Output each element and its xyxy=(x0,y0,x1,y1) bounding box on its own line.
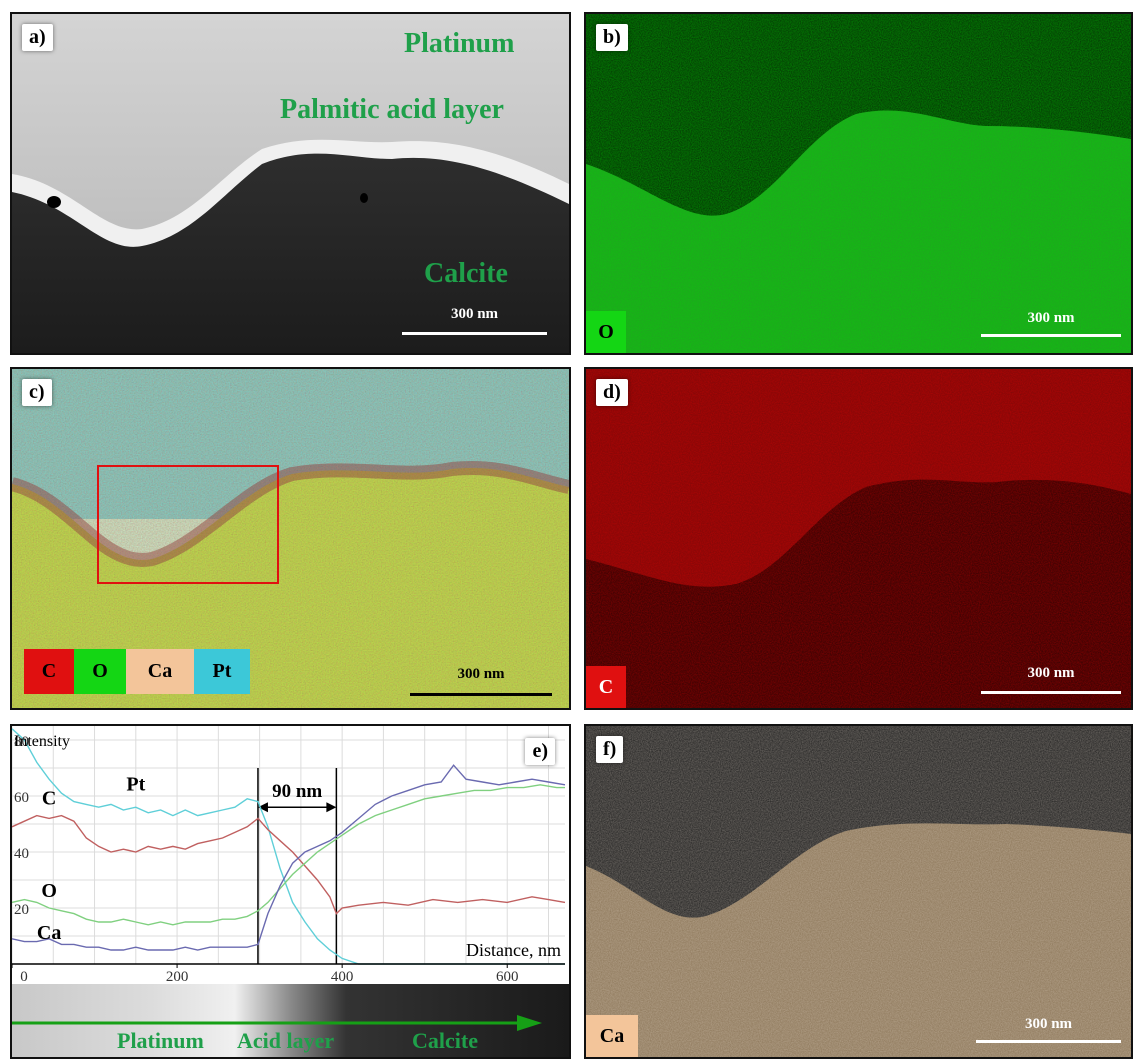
element-box-ca: Ca xyxy=(586,1015,638,1057)
element-box-c: C xyxy=(24,649,74,694)
x-tick-label: 600 xyxy=(496,969,519,985)
scalebar xyxy=(402,332,547,335)
x-axis-label: Distance, nm xyxy=(466,940,561,960)
strip-label-platinum: Platinum xyxy=(117,1028,204,1053)
panel-c-composite-map: c) C O Ca Pt 300 nm xyxy=(10,367,571,710)
panel-b-oxygen-map: b) O 300 nm xyxy=(584,12,1133,355)
y-tick-label: 40 xyxy=(14,846,29,862)
element-box-o: O xyxy=(586,311,626,353)
y-tick-label: 60 xyxy=(14,790,29,806)
oxygen-map-image xyxy=(586,14,1131,353)
x-tick-label: 0 xyxy=(20,969,28,985)
strip-arrowhead xyxy=(517,1015,542,1031)
series-label-pt: Pt xyxy=(126,773,145,795)
carbon-map-image xyxy=(586,369,1131,708)
y-axis-label: Intensity xyxy=(14,733,70,750)
panel-label: d) xyxy=(596,379,628,406)
scalebar-text: 300 nm xyxy=(450,306,499,322)
panel-a-sem-image: a) Platinum Palmitic acid layer Calcite … xyxy=(10,12,571,355)
panel-f-calcium-map: f) Ca 300 nm xyxy=(584,724,1133,1059)
calcite-label: Calcite xyxy=(424,258,508,289)
sem-strip xyxy=(12,984,569,1057)
strip-label-calcite: Calcite xyxy=(412,1028,478,1053)
scalebar-text: 300 nm xyxy=(1027,310,1075,326)
series-line-ca xyxy=(12,764,566,951)
y-tick-label: 20 xyxy=(14,902,29,918)
panel-e-line-profile: 90 nm 20 40 60 80 0 200 400 600 Pt C O Ca Intensity… xyxy=(10,724,571,1059)
line-profile-chart: 90 nm 20 40 60 80 0 200 400 600 Pt C O Ca Intensity… xyxy=(12,726,569,1057)
panel-d-carbon-map: d) C 300 nm xyxy=(584,367,1133,710)
series-label-c: C xyxy=(42,787,56,809)
series-line-c xyxy=(12,814,566,915)
x-tick-label: 200 xyxy=(166,969,189,985)
series-label-o: O xyxy=(41,880,57,902)
width-arrowhead-right xyxy=(326,802,337,813)
sem-image xyxy=(12,14,569,353)
series-line-o xyxy=(12,784,565,926)
scalebar-text: 300 nm xyxy=(1024,1016,1073,1032)
x-tick-label: 400 xyxy=(331,969,354,985)
strip-label-acid: Acid layer xyxy=(237,1028,334,1053)
platinum-label: Platinum xyxy=(404,28,515,59)
width-annotation: 90 nm xyxy=(272,781,322,802)
calcium-map-image xyxy=(586,726,1131,1057)
panel-label: f) xyxy=(596,736,624,763)
element-box-ca: Ca xyxy=(126,649,194,694)
element-box-pt: Pt xyxy=(194,649,250,694)
composite-map-image xyxy=(12,369,569,708)
panel-label: a) xyxy=(22,24,53,51)
scalebar xyxy=(976,1040,1121,1043)
panel-label: e) xyxy=(525,738,555,765)
scalebar xyxy=(981,334,1121,337)
scalebar xyxy=(981,691,1121,694)
scalebar-text: 300 nm xyxy=(457,666,505,682)
element-box-o: O xyxy=(74,649,126,694)
y-tick-label: 80 xyxy=(14,734,29,750)
element-box-c: C xyxy=(586,666,626,708)
width-arrowhead-left xyxy=(257,802,268,813)
scalebar xyxy=(410,693,552,696)
panel-label: b) xyxy=(596,24,628,51)
series-label-ca: Ca xyxy=(37,922,61,944)
panel-label: c) xyxy=(22,379,52,406)
palmitic-acid-label: Palmitic acid layer xyxy=(280,94,504,125)
scalebar-text: 300 nm xyxy=(1027,665,1075,681)
